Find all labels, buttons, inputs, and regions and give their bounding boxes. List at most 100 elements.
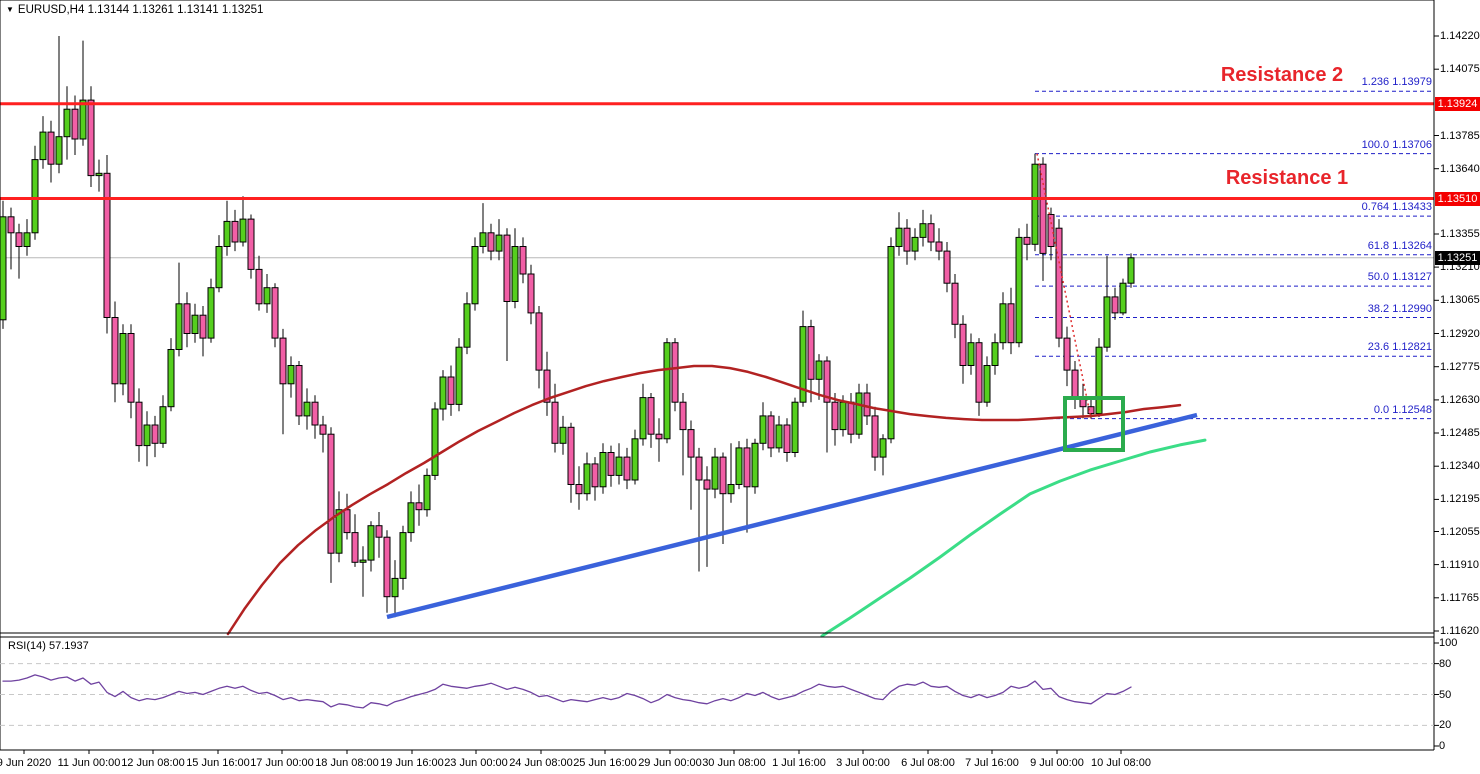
candle-body — [1015, 236, 1023, 344]
candle-body — [1055, 227, 1063, 339]
resistance-2-label[interactable]: Resistance 2 — [1220, 64, 1344, 86]
candle-body — [231, 220, 239, 243]
price-tick-label: 1.13355 — [1440, 228, 1480, 240]
candle-body — [759, 415, 767, 444]
candle-body — [1047, 214, 1055, 247]
candle-body — [423, 474, 431, 511]
time-tick-label: 25 Jun 16:00 — [573, 757, 637, 769]
candle-body — [807, 326, 815, 380]
time-tick-label: 24 Jun 08:00 — [509, 757, 573, 769]
time-tick-label: 11 Jun 00:00 — [57, 757, 121, 769]
highlight-box[interactable] — [1063, 396, 1125, 452]
candle-body — [591, 463, 599, 488]
time-tick-label: 29 Jun 00:00 — [638, 757, 702, 769]
candle-body — [431, 408, 439, 476]
candle-body — [791, 401, 799, 454]
candle-body — [0, 216, 7, 321]
fib-level-label[interactable]: 0.764 1.13433 — [1361, 201, 1432, 214]
candle-body — [543, 369, 551, 403]
candle-body — [527, 273, 535, 314]
price-tick-label: 1.11910 — [1440, 558, 1479, 571]
candle-body — [119, 333, 127, 385]
candle-body — [175, 303, 183, 350]
candle-body — [935, 241, 943, 252]
candle-body — [191, 314, 199, 335]
candle-body — [1063, 337, 1071, 371]
candle-body — [7, 216, 15, 234]
candle-body — [143, 424, 151, 447]
price-tick-label: 1.13640 — [1440, 162, 1480, 175]
candle-body — [31, 159, 39, 234]
candle-body — [23, 232, 31, 248]
time-tick-label: 19 Jun 16:00 — [380, 757, 444, 769]
rsi-name: RSI(14) — [8, 640, 46, 652]
candle-body — [263, 287, 271, 305]
rsi-value: 57.1937 — [48, 640, 89, 652]
fib-level-label[interactable]: 38.2 1.12990 — [1367, 302, 1432, 315]
candle-body — [783, 424, 791, 453]
candle-body — [863, 392, 871, 417]
candle-body — [951, 282, 959, 325]
candle-body — [647, 397, 655, 435]
trendline — [386, 412, 1198, 620]
candle-body — [71, 108, 79, 140]
fib-level-label[interactable]: 23.6 1.12821 — [1367, 341, 1432, 354]
candle-body — [511, 246, 519, 302]
candle-body — [887, 246, 895, 440]
candle-body — [247, 218, 255, 270]
resistance-1-label[interactable]: Resistance 1 — [1225, 167, 1349, 189]
candle-body — [855, 392, 863, 435]
candle-body — [287, 365, 295, 385]
candle-body — [655, 433, 663, 440]
current-price-badge: 1.13251 — [1435, 250, 1480, 265]
candle-body — [871, 415, 879, 458]
candle-body — [719, 456, 727, 495]
candle-body — [983, 365, 991, 403]
candle-body — [367, 525, 375, 561]
price-tick-label: 1.13065 — [1440, 294, 1480, 307]
fib-level-label[interactable]: 50.0 1.13127 — [1367, 271, 1432, 284]
candle-body — [279, 337, 287, 385]
candle-body — [927, 223, 935, 243]
candle-body — [295, 365, 303, 417]
candle-body — [487, 232, 495, 252]
candle-body — [1087, 406, 1095, 415]
time-tick-label: 7 Jul 16:00 — [965, 757, 1019, 769]
candle-body — [623, 456, 631, 481]
candle-body — [407, 502, 415, 534]
time-tick-label: 10 Jul 08:00 — [1091, 757, 1151, 769]
candle-body — [559, 426, 567, 444]
candle-body — [1007, 303, 1015, 344]
ma-red-line — [226, 364, 1182, 636]
candle-body — [343, 509, 351, 534]
candle-body — [79, 99, 87, 140]
fib-level-label[interactable]: 0.0 1.12548 — [1373, 403, 1432, 416]
candle-body — [159, 406, 167, 444]
candle-body — [223, 220, 231, 247]
candle-body — [599, 452, 607, 488]
candle-body — [447, 376, 455, 405]
candle-body — [351, 532, 359, 563]
fib-level-label[interactable]: 61.8 1.13264 — [1367, 239, 1432, 252]
candle-body — [567, 426, 575, 485]
candle-body — [455, 346, 463, 405]
candle-body — [303, 401, 311, 417]
candle-body — [767, 415, 775, 449]
candle-body — [1111, 296, 1119, 314]
candle-body — [151, 424, 159, 444]
candle-body — [383, 536, 391, 598]
candle-body — [903, 227, 911, 252]
collapse-arrow-icon[interactable]: ▼ — [6, 5, 14, 14]
candle-body — [111, 317, 119, 385]
fib-level-label[interactable]: 100.0 1.13706 — [1361, 138, 1432, 151]
time-tick-label: 18 Jun 08:00 — [315, 757, 379, 769]
candle-body — [639, 397, 647, 440]
candle-body — [751, 442, 759, 488]
candles — [0, 36, 1135, 618]
rsi-indicator-label: RSI(14) 57.1937 — [8, 640, 89, 652]
fib-level-label[interactable]: 1.236 1.13979 — [1361, 76, 1432, 89]
time-tick-label: 17 Jun 00:00 — [250, 757, 314, 769]
candle-body — [823, 360, 831, 403]
candle-body — [991, 342, 999, 367]
